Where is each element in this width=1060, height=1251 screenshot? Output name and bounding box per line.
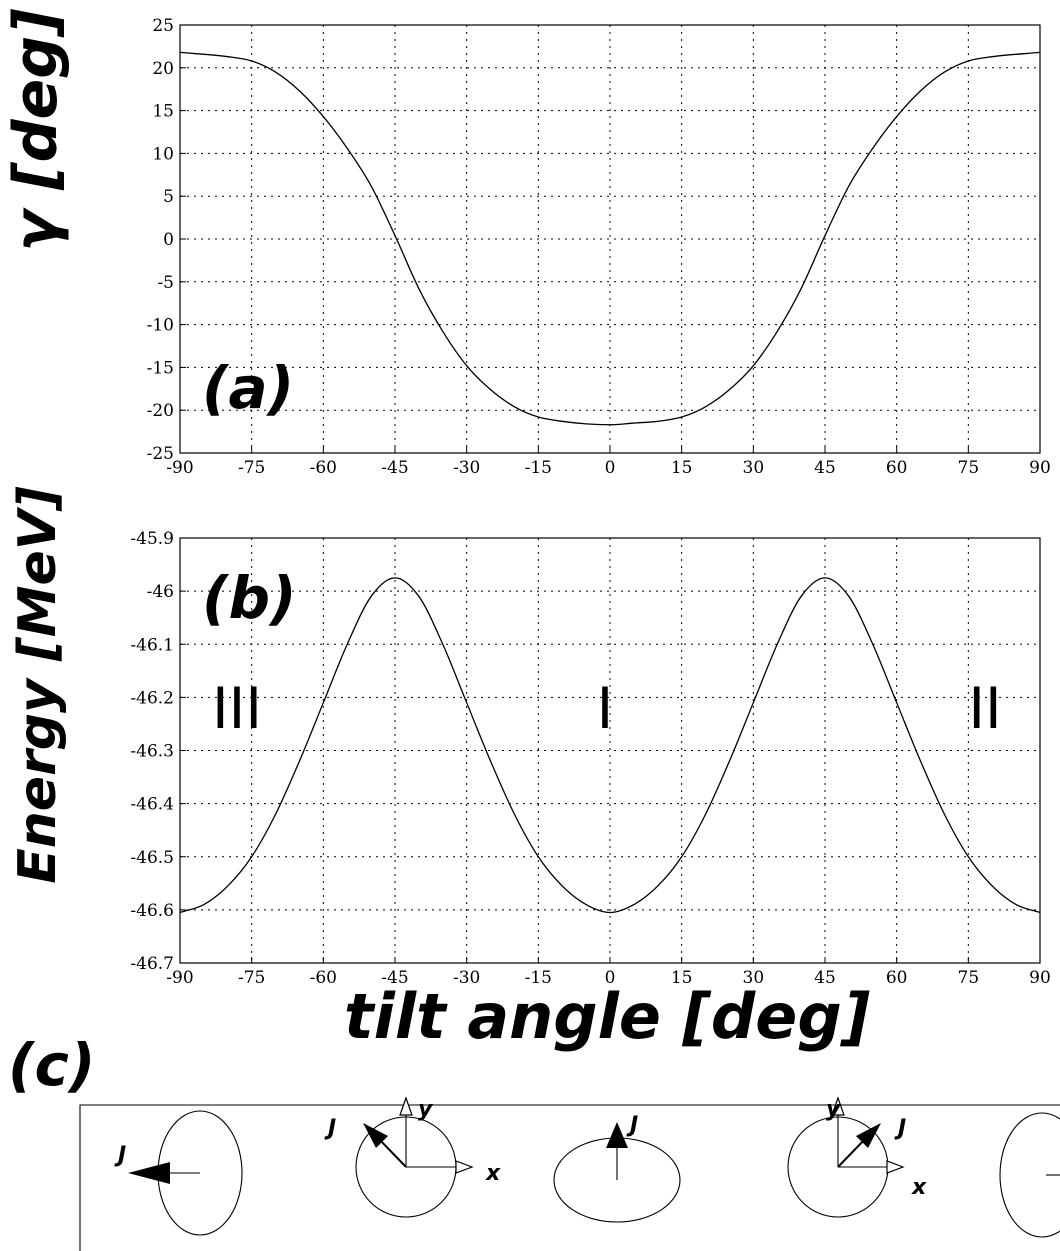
panel-label-a: (a) <box>202 354 294 422</box>
j-arrow-head <box>363 1123 388 1148</box>
y-tick-label: -5 <box>157 273 174 293</box>
x-tick-label: 30 <box>743 968 765 988</box>
y-tick-label: -46 <box>147 582 174 602</box>
x-tick-label: -15 <box>525 968 552 988</box>
y-tick-label: -10 <box>147 316 174 336</box>
x-tick-label: 45 <box>814 458 836 478</box>
region-label-ii: II <box>968 674 1001 741</box>
plot-frame-a <box>179 24 1041 454</box>
shape-diagram-4: J y x <box>787 1096 927 1218</box>
panel-b: -45.9 -46 -46.1 -46.2 -46.3 -46.4 -46.5 -46.6 -4… <box>8 486 1051 1053</box>
y-tick-label: -46.1 <box>130 635 174 655</box>
x-tick-label: 45 <box>814 968 836 988</box>
x-tick-labels-a: -90 -75 -60 -45 -30 -15 0 15 30 45 60 75 90 <box>166 458 1051 478</box>
plot-frame-b <box>179 537 1041 964</box>
y-arrow-head <box>399 1096 413 1116</box>
x-arrow-head <box>886 1160 905 1174</box>
x-tick-label: -45 <box>381 458 408 478</box>
y-tick-label: -25 <box>147 444 174 464</box>
y-tick-labels-a: 25 20 15 10 5 0 -5 -10 -15 -20 -25 <box>147 16 174 464</box>
y-label: y <box>418 1097 434 1122</box>
x-tick-label: -15 <box>525 458 552 478</box>
j-label: J <box>324 1116 336 1141</box>
j-label: J <box>626 1113 638 1138</box>
y-tick-label: -46.3 <box>130 742 174 762</box>
x-arrow-head <box>455 1160 474 1174</box>
panel-a: 25 20 15 10 5 0 -5 -10 -15 -20 -25 -90 -75 -60 -45 -30… <box>1 8 1051 478</box>
shape-diagram-2: J y x <box>324 1096 501 1218</box>
y-tick-label: -46.5 <box>130 848 174 868</box>
prolate-ellipse <box>999 1112 1060 1238</box>
y-label: y <box>826 1097 842 1122</box>
x-tick-label: 0 <box>605 458 616 478</box>
y-tick-label: -15 <box>147 358 174 378</box>
grid-b <box>179 537 1041 964</box>
y-tick-label: 0 <box>163 230 174 250</box>
x-tick-label: 60 <box>886 968 908 988</box>
x-tick-labels-b: -90 -75 -60 -45 -30 -15 0 15 30 45 60 75 90 <box>166 968 1051 988</box>
x-tick-label: 0 <box>605 968 616 988</box>
y-tick-label: -46.6 <box>130 901 174 921</box>
x-tick-label: 30 <box>743 458 765 478</box>
y-tick-labels-b: -45.9 -46 -46.1 -46.2 -46.3 -46.4 -46.5 -46.6 -4… <box>130 529 174 974</box>
y-tick-label: 20 <box>152 59 174 79</box>
x-tick-label: 15 <box>671 458 693 478</box>
x-tick-label: 75 <box>958 458 980 478</box>
y-arrow-head <box>831 1096 845 1116</box>
panel-c-frame <box>79 1104 1060 1251</box>
y-axis-label-a: γ [deg] <box>1 8 71 251</box>
y-tick-label: 15 <box>152 102 174 122</box>
y-tick-label: 5 <box>163 187 174 207</box>
region-label-iii: III <box>212 674 262 741</box>
y-axis-label-b: Energy [MeV] <box>8 486 68 884</box>
x-label: x <box>911 1175 927 1200</box>
j-arrow-head <box>856 1123 881 1148</box>
x-tick-label: 90 <box>1029 968 1051 988</box>
x-tick-label: -45 <box>381 968 408 988</box>
y-tick-label: -45.9 <box>130 529 174 549</box>
panel-c: (c) J J y x J <box>8 1031 1060 1251</box>
y-tick-label: -46.4 <box>130 795 174 815</box>
x-label: x <box>485 1161 501 1186</box>
x-tick-label: -75 <box>238 968 265 988</box>
j-arrow-head <box>128 1162 170 1184</box>
j-arrow-head <box>606 1122 628 1148</box>
panel-label-c: (c) <box>8 1031 95 1099</box>
x-tick-label: -90 <box>166 458 193 478</box>
shape-diagram-3: J <box>553 1113 681 1223</box>
y-tick-label: 25 <box>152 16 174 36</box>
y-tick-label: 10 <box>152 144 174 164</box>
x-tick-label: -60 <box>310 458 337 478</box>
region-label-i: I <box>597 674 614 741</box>
gamma-curve <box>179 51 1041 426</box>
x-tick-label: 90 <box>1029 458 1051 478</box>
j-arrow-shaft <box>837 1137 867 1168</box>
grid-a <box>179 24 1041 454</box>
x-tick-label: -30 <box>453 458 480 478</box>
j-label: J <box>894 1116 906 1141</box>
x-tick-label: -75 <box>238 458 265 478</box>
x-tick-label: -60 <box>310 968 337 988</box>
shape-diagram-5 <box>999 1112 1060 1238</box>
panel-label-b: (b) <box>202 564 297 632</box>
x-tick-label: 75 <box>958 968 980 988</box>
shape-diagram-1: J <box>114 1110 243 1236</box>
y-tick-label: -46.7 <box>130 954 174 974</box>
x-tick-label: -90 <box>166 968 193 988</box>
j-label: J <box>114 1143 126 1168</box>
x-tick-label: -30 <box>453 968 480 988</box>
y-tick-label: -46.2 <box>130 688 174 708</box>
y-tick-label: -20 <box>147 401 174 421</box>
energy-curve <box>179 577 1041 914</box>
j-arrow-shaft <box>377 1137 407 1168</box>
x-tick-label: 15 <box>671 968 693 988</box>
x-tick-label: 60 <box>886 458 908 478</box>
x-axis-label: tilt angle [deg] <box>344 980 870 1053</box>
